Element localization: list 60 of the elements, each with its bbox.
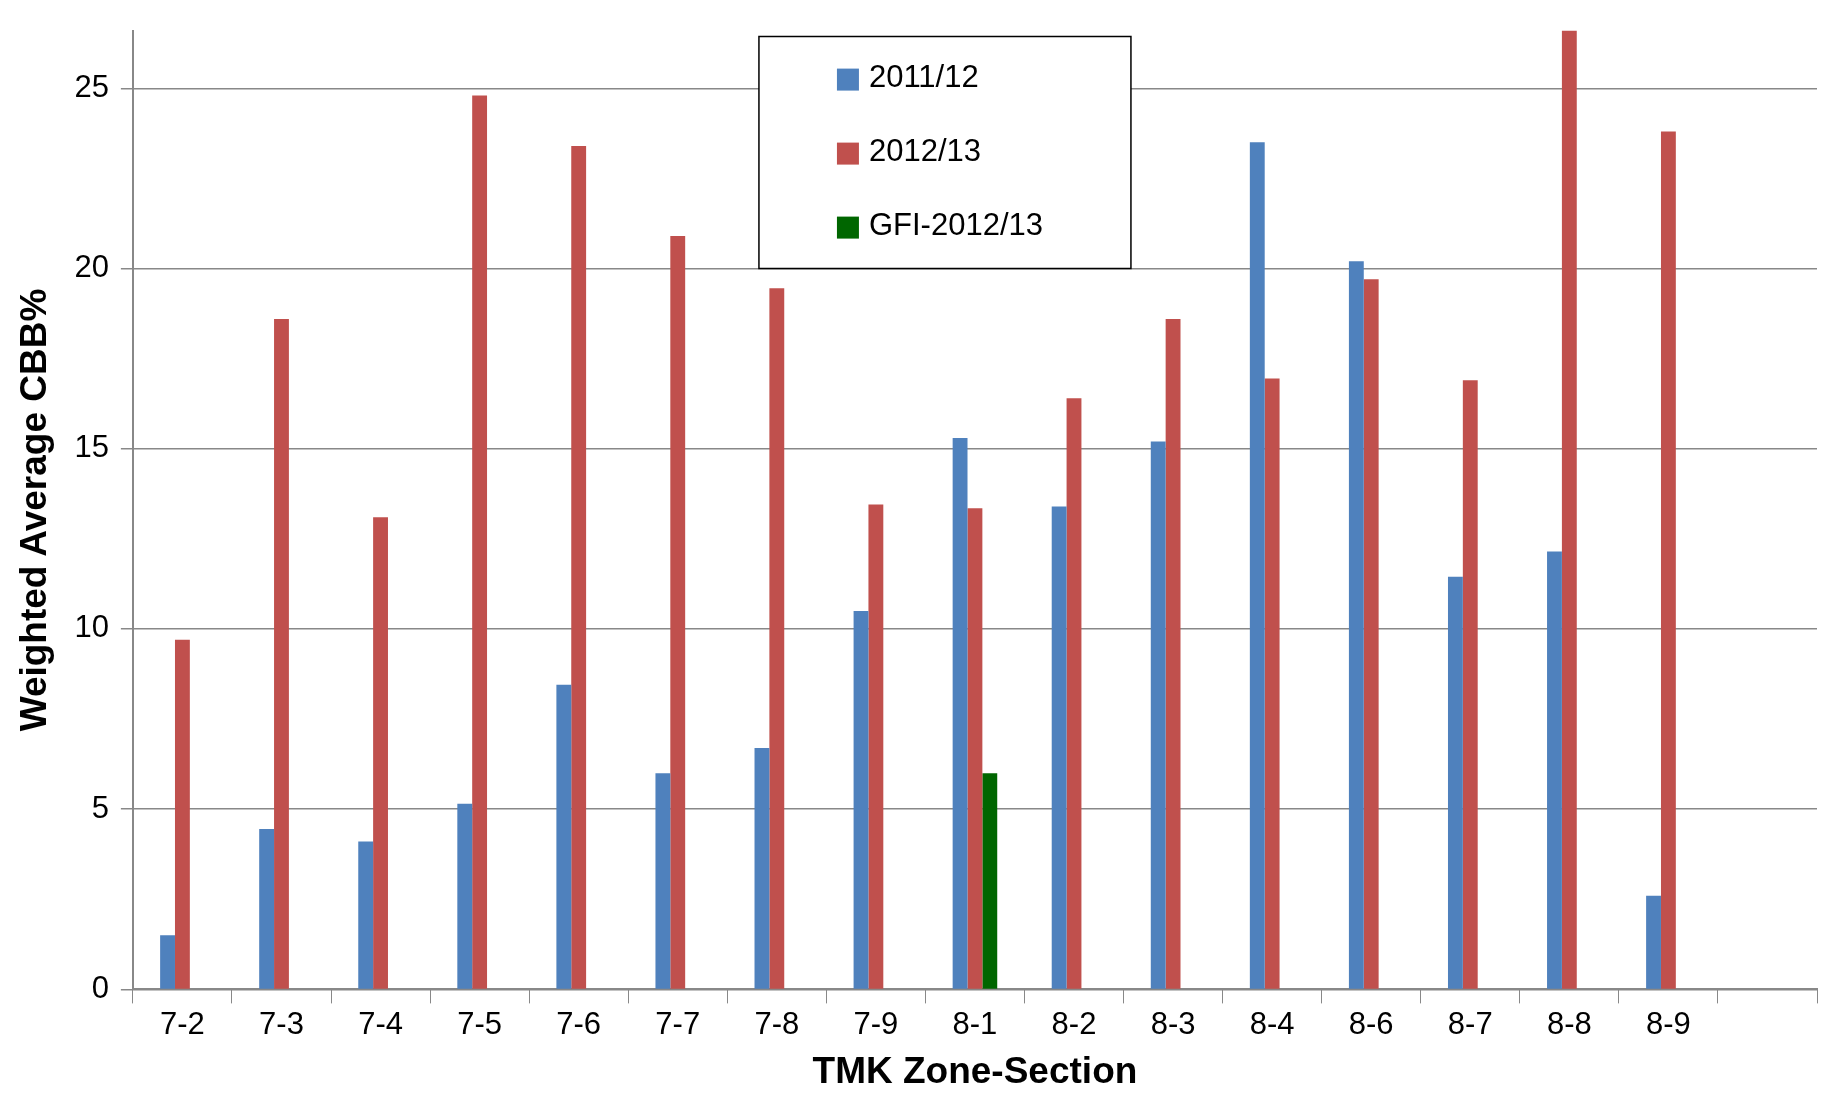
bar bbox=[868, 504, 884, 989]
x-tick-label: 8-8 bbox=[1546, 1005, 1592, 1041]
bar bbox=[373, 517, 388, 989]
legend-label: GFI-2012/13 bbox=[868, 207, 1043, 243]
bar bbox=[853, 610, 869, 989]
bar bbox=[655, 773, 671, 989]
bar bbox=[967, 508, 983, 989]
bar bbox=[754, 747, 770, 989]
bar bbox=[1660, 131, 1676, 989]
x-tick-label: 7-7 bbox=[655, 1005, 701, 1041]
x-tick-label: 7-5 bbox=[457, 1005, 503, 1041]
bar bbox=[670, 236, 686, 989]
y-axis-title: Weighted Average CBB% bbox=[13, 288, 55, 732]
bar bbox=[160, 935, 175, 989]
bar bbox=[1249, 142, 1265, 989]
bar bbox=[1264, 378, 1280, 989]
x-tick-label: 7-8 bbox=[754, 1005, 800, 1041]
bar bbox=[274, 318, 289, 989]
bar bbox=[1150, 441, 1166, 989]
x-tick-label: 7-9 bbox=[853, 1005, 899, 1041]
bar bbox=[457, 803, 473, 989]
x-tick-label: 8-3 bbox=[1150, 1005, 1196, 1041]
bar bbox=[174, 639, 190, 989]
bar bbox=[982, 773, 998, 989]
x-axis-title: TMK Zone-Section bbox=[812, 1050, 1138, 1091]
x-tick-label: 7-4 bbox=[358, 1005, 403, 1041]
x-tick-label: 8-9 bbox=[1645, 1005, 1691, 1041]
bar bbox=[1363, 279, 1379, 989]
bar bbox=[952, 437, 968, 989]
bar bbox=[556, 684, 572, 989]
bar bbox=[1561, 30, 1577, 989]
x-tick-label: 8-7 bbox=[1447, 1005, 1493, 1041]
y-tick-label: 15 bbox=[74, 429, 109, 465]
bar bbox=[1646, 895, 1661, 989]
y-tick-label: 0 bbox=[91, 969, 109, 1005]
x-tick-label: 8-1 bbox=[952, 1005, 998, 1041]
y-tick-label: 5 bbox=[91, 789, 109, 825]
legend-label: 2011/12 bbox=[868, 59, 979, 95]
bar bbox=[1165, 318, 1181, 989]
legend-label: 2012/13 bbox=[868, 133, 981, 169]
bar bbox=[571, 145, 587, 989]
bar bbox=[1051, 506, 1067, 989]
x-tick-label: 7-2 bbox=[160, 1005, 205, 1041]
bar bbox=[1348, 261, 1364, 989]
x-tick-label: 8-6 bbox=[1348, 1005, 1394, 1041]
x-tick-label: 7-6 bbox=[556, 1005, 602, 1041]
bar bbox=[1447, 576, 1463, 989]
y-tick-label: 25 bbox=[74, 68, 109, 104]
bar bbox=[1066, 398, 1082, 989]
bar bbox=[472, 95, 488, 989]
bar bbox=[259, 829, 275, 989]
bar bbox=[769, 288, 785, 989]
x-tick-label: 8-4 bbox=[1249, 1005, 1295, 1041]
bar bbox=[358, 841, 374, 989]
y-tick-label: 10 bbox=[74, 609, 109, 645]
y-tick-label: 20 bbox=[74, 249, 109, 285]
bar bbox=[1547, 551, 1562, 989]
x-tick-label: 7-3 bbox=[259, 1005, 304, 1041]
x-tick-label: 8-2 bbox=[1051, 1005, 1097, 1041]
bar bbox=[1462, 380, 1478, 989]
